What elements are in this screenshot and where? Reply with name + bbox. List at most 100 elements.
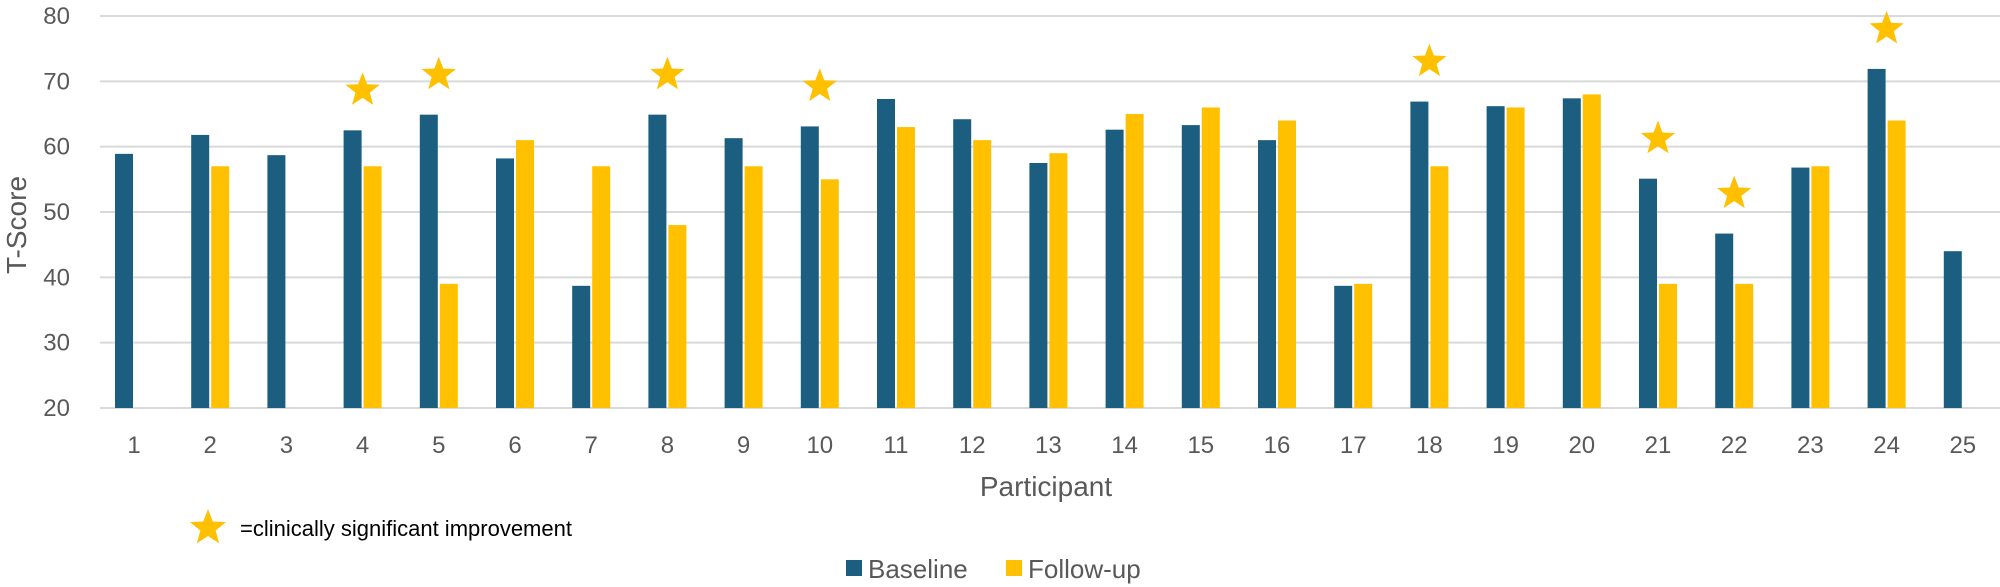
bar-follow-up-23 bbox=[1811, 166, 1830, 408]
y-tick-70: 70 bbox=[43, 68, 70, 95]
bar-follow-up-19 bbox=[1506, 107, 1525, 408]
x-tick-6: 6 bbox=[508, 432, 521, 459]
x-tick-8: 8 bbox=[661, 432, 674, 459]
x-tick-7: 7 bbox=[585, 432, 598, 459]
bar-baseline-25 bbox=[1943, 251, 1962, 408]
bar-baseline-21 bbox=[1639, 178, 1657, 408]
bar-baseline-24 bbox=[1867, 68, 1886, 409]
bar-baseline-5 bbox=[419, 114, 438, 409]
bar-baseline-4 bbox=[343, 130, 362, 409]
y-tick-labels: 20 30 40 50 60 70 80 bbox=[43, 3, 70, 422]
x-tick-17: 17 bbox=[1340, 432, 1367, 459]
y-tick-80: 80 bbox=[43, 3, 70, 30]
star-marker-4 bbox=[345, 72, 380, 105]
bar-follow-up-24 bbox=[1887, 120, 1906, 409]
bar-follow-up-18 bbox=[1430, 166, 1449, 408]
y-tick-30: 30 bbox=[43, 330, 70, 357]
star-icon bbox=[189, 509, 227, 544]
improvement-markers bbox=[345, 10, 1904, 209]
bar-baseline-6 bbox=[496, 158, 514, 408]
y-tick-60: 60 bbox=[43, 134, 70, 161]
legend-swatch-baseline bbox=[846, 560, 862, 576]
star-marker-10 bbox=[802, 68, 837, 101]
x-axis-title: Participant bbox=[980, 471, 1113, 502]
bar-baseline-18 bbox=[1410, 101, 1429, 408]
y-tick-40: 40 bbox=[43, 264, 70, 291]
x-tick-20: 20 bbox=[1568, 432, 1595, 459]
star-marker-18 bbox=[1412, 43, 1447, 77]
x-tick-25: 25 bbox=[1949, 432, 1976, 459]
bar-follow-up-13 bbox=[1049, 153, 1068, 408]
x-tick-16: 16 bbox=[1264, 432, 1291, 459]
x-tick-3: 3 bbox=[280, 432, 293, 459]
legend-label-baseline: Baseline bbox=[868, 554, 968, 584]
bar-follow-up-17 bbox=[1354, 283, 1373, 408]
y-tick-20: 20 bbox=[43, 395, 70, 422]
bar-follow-up-20 bbox=[1582, 94, 1601, 409]
bar-baseline-23 bbox=[1791, 167, 1810, 408]
x-tick-11: 11 bbox=[884, 432, 909, 459]
bars bbox=[115, 68, 1962, 409]
x-tick-4: 4 bbox=[356, 432, 369, 459]
star-note-text: =clinically significant improvement bbox=[240, 516, 572, 541]
x-tick-2: 2 bbox=[204, 432, 217, 459]
bar-baseline-13 bbox=[1029, 163, 1048, 408]
bar-baseline-3 bbox=[267, 155, 286, 408]
x-tick-19: 19 bbox=[1492, 432, 1519, 459]
bar-follow-up-14 bbox=[1125, 114, 1144, 408]
bar-follow-up-7 bbox=[592, 166, 611, 408]
x-tick-24: 24 bbox=[1873, 432, 1900, 459]
bar-baseline-16 bbox=[1258, 140, 1276, 408]
bar-follow-up-4 bbox=[363, 166, 382, 408]
legend-label-follow-up: Follow-up bbox=[1028, 554, 1141, 584]
x-tick-9: 9 bbox=[737, 432, 750, 459]
x-tick-10: 10 bbox=[806, 432, 833, 459]
x-tick-labels: 1 2 3 4 5 6 7 8 9 10 11 12 13 14 15 16 17 18 19 20 21 22 23 24 2… bbox=[127, 432, 1976, 459]
bar-follow-up-6 bbox=[516, 140, 534, 408]
bar-baseline-9 bbox=[724, 138, 743, 408]
bar-follow-up-16 bbox=[1278, 120, 1296, 409]
legend: Baseline Follow-up bbox=[846, 554, 1141, 584]
bar-baseline-8 bbox=[648, 114, 667, 409]
x-tick-21: 21 bbox=[1645, 432, 1672, 459]
bar-follow-up-12 bbox=[973, 140, 992, 408]
bar-baseline-2 bbox=[191, 134, 210, 408]
bar-follow-up-15 bbox=[1201, 107, 1220, 408]
y-tick-50: 50 bbox=[43, 199, 70, 226]
star-marker-24 bbox=[1869, 10, 1904, 44]
x-tick-22: 22 bbox=[1721, 432, 1748, 459]
bar-baseline-10 bbox=[800, 126, 819, 408]
bar-follow-up-22 bbox=[1735, 283, 1754, 408]
star-marker-8 bbox=[650, 56, 685, 90]
bar-baseline-17 bbox=[1334, 285, 1353, 408]
bar-follow-up-11 bbox=[897, 127, 915, 409]
x-tick-15: 15 bbox=[1187, 432, 1214, 459]
bar-baseline-7 bbox=[572, 285, 591, 408]
x-tick-18: 18 bbox=[1416, 432, 1443, 459]
star-marker-21 bbox=[1640, 120, 1676, 154]
bar-follow-up-2 bbox=[211, 166, 230, 408]
star-marker-5 bbox=[421, 56, 456, 90]
x-tick-12: 12 bbox=[959, 432, 986, 459]
x-tick-14: 14 bbox=[1111, 432, 1138, 459]
star-note: =clinically significant improvement bbox=[189, 509, 572, 544]
bar-follow-up-5 bbox=[439, 283, 458, 408]
bar-baseline-11 bbox=[877, 98, 895, 409]
bar-baseline-14 bbox=[1105, 129, 1124, 408]
bar-follow-up-9 bbox=[744, 166, 763, 408]
legend-swatch-follow-up bbox=[1006, 560, 1022, 576]
bar-follow-up-10 bbox=[820, 179, 839, 408]
x-tick-5: 5 bbox=[432, 432, 445, 459]
y-axis-title: T-Score bbox=[1, 176, 32, 274]
bar-baseline-22 bbox=[1715, 233, 1734, 408]
x-tick-1: 1 bbox=[127, 432, 140, 459]
bar-follow-up-21 bbox=[1659, 283, 1677, 408]
bar-follow-up-8 bbox=[668, 225, 687, 408]
x-tick-13: 13 bbox=[1035, 432, 1062, 459]
bar-baseline-20 bbox=[1562, 98, 1581, 408]
x-tick-23: 23 bbox=[1797, 432, 1824, 459]
bar-baseline-15 bbox=[1181, 125, 1200, 409]
star-marker-22 bbox=[1717, 175, 1752, 209]
bar-baseline-12 bbox=[953, 119, 972, 408]
